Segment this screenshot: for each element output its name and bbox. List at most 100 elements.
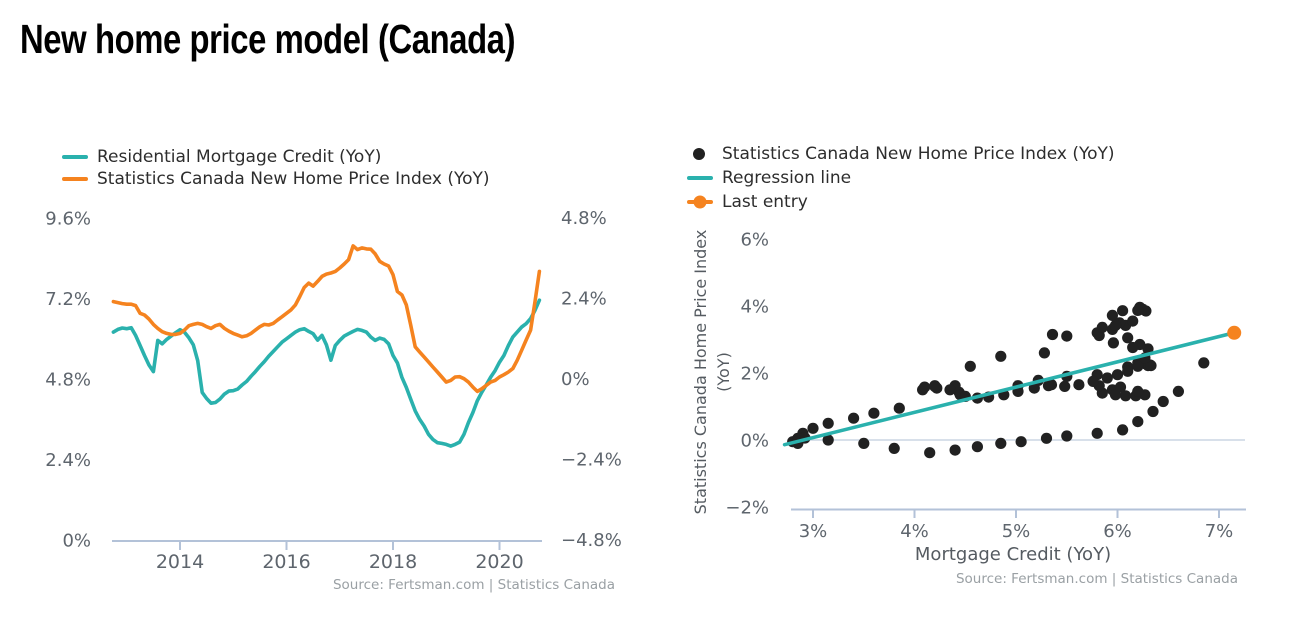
black-dot-swatch-icon [693,148,705,160]
scatter-point [1038,347,1050,359]
left-chart-y-right-tick-label: −2.4% [561,450,622,471]
scatter-point [1145,360,1157,372]
mortgage-credit-line [111,298,542,448]
scatter-point [995,437,1007,449]
regression-line [782,330,1237,447]
left-chart-y-right-tick-label: 2.4% [561,289,607,310]
right-chart-y-tick-label: 0% [740,431,769,452]
scatter-point [1117,305,1129,317]
left-chart-y-right-tick-label: 4.8% [561,208,607,229]
scatter-point [944,384,956,396]
scatter-point [1157,395,1169,408]
right-chart-y-tick-label: −2% [725,498,769,519]
left-chart-y-left-tick-label: 2.4% [45,450,91,471]
scatter-point [1096,321,1108,333]
scatter-point [1120,390,1132,402]
right-chart-y-tick-label: 6% [740,230,769,251]
orange-line-swatch-icon [62,177,88,181]
orange-line-dot-swatch-icon [687,195,713,209]
scatter-point [1122,332,1134,344]
scatter-point [964,360,976,372]
scatter-point [1015,436,1027,448]
scatter-point [1114,381,1127,393]
scatter-points [787,301,1240,459]
left-chart-x-tick-label: 2014 [156,551,204,573]
left-chart-x-tick-label: 2020 [475,551,523,573]
scatter-point [924,447,936,459]
right-chart-x-tick-label: 3% [799,521,828,542]
scatter-point [1127,341,1139,354]
scatter-point [1127,315,1139,327]
legend-label: Statistics Canada New Home Price Index (… [722,144,1115,164]
left-chart-y-right-tick-label: 0% [561,369,590,390]
scatter-point [1132,385,1144,397]
legend-label: Last entry [722,192,808,212]
scatter-point [868,407,880,419]
teal-line-swatch-icon [62,155,88,159]
scatter-point [1122,365,1134,377]
scatter-point [1111,369,1124,381]
right-chart-y-axis-title: Statistics Canada Home Price Index (YoY) [689,230,735,515]
left-chart-y-left-tick-label: 0% [62,531,91,552]
left-chart-x-tick-label: 2016 [262,551,310,573]
legend-item-regression-line: Regression line [687,166,1115,190]
scatter-point [848,412,860,424]
scatter-point [949,444,961,456]
left-chart-y-left-tick-label: 9.6% [45,209,91,230]
scatter-point [1059,380,1071,392]
scatter-point [893,402,905,414]
scatter-point [1061,330,1073,342]
legend-label: Regression line [722,168,852,188]
scatter-point [1042,380,1055,392]
right-chart-x-axis-title: Mortgage Credit (YoY) [914,544,1112,565]
scatter-point [1101,372,1113,384]
scatter-point [1172,385,1184,397]
scatter-point [1117,424,1129,436]
scatter-point [1091,427,1103,439]
page-title: New home price model (Canada) [20,16,516,62]
scatter-point [1073,379,1085,391]
left-chart-x-tick-label: 2018 [369,551,417,573]
scatter-point [1132,416,1144,428]
legend-item-last-entry: Last entry [687,190,1115,214]
scatter-point [919,381,931,393]
y-axis-title-line1: Statistics Canada Home Price Index [691,229,710,515]
right-chart-x-tick-label: 6% [1103,521,1132,542]
right-chart-source: Source: Fertsman.com | Statistics Canada [955,571,1238,587]
scatter-point [1107,337,1119,349]
right-chart-y-tick-label: 2% [740,364,769,385]
home-price-index-line [111,244,542,394]
scatter-point [995,350,1007,362]
right-chart-x-tick-label: 7% [1205,521,1234,542]
scatter-point [1198,357,1210,369]
right-chart-legend: Statistics Canada New Home Price Index (… [687,142,1115,214]
scatter-point [1109,319,1122,331]
right-chart-y-tick-label: 4% [740,297,769,318]
right-chart-x-tick-label: 5% [1002,521,1031,542]
scatter-point [822,434,834,446]
last-entry-point [1227,325,1242,340]
right-chart-x-tick-label: 4% [900,521,929,542]
legend-item-scatter-nhpi: Statistics Canada New Home Price Index (… [687,142,1115,166]
scatter-point [858,437,870,449]
left-chart-y-left-tick-label: 4.8% [45,370,91,391]
scatter-point [971,441,984,453]
left-chart-source: Source: Fertsman.com | Statistics Canada [332,577,615,593]
scatter-point [1132,360,1144,372]
y-axis-title-line2: (YoY) [714,352,733,392]
left-chart-y-right-tick-label: −4.8% [561,530,622,551]
scatter-point [1040,432,1053,444]
scatter-point [888,442,900,454]
scatter-point [1087,375,1099,387]
legend-label: Statistics Canada New Home Price Index (… [97,169,490,189]
scatter-point [929,380,941,392]
scatter-point [1147,405,1159,418]
legend-label: Residential Mortgage Credit (YoY) [97,147,382,167]
scatter-point [807,422,819,434]
scatter-point [1132,304,1144,316]
legend-item-mortgage-credit: Residential Mortgage Credit (YoY) [62,146,490,168]
left-chart-y-left-tick-label: 7.2% [45,289,91,310]
scatter-point [1106,309,1118,321]
